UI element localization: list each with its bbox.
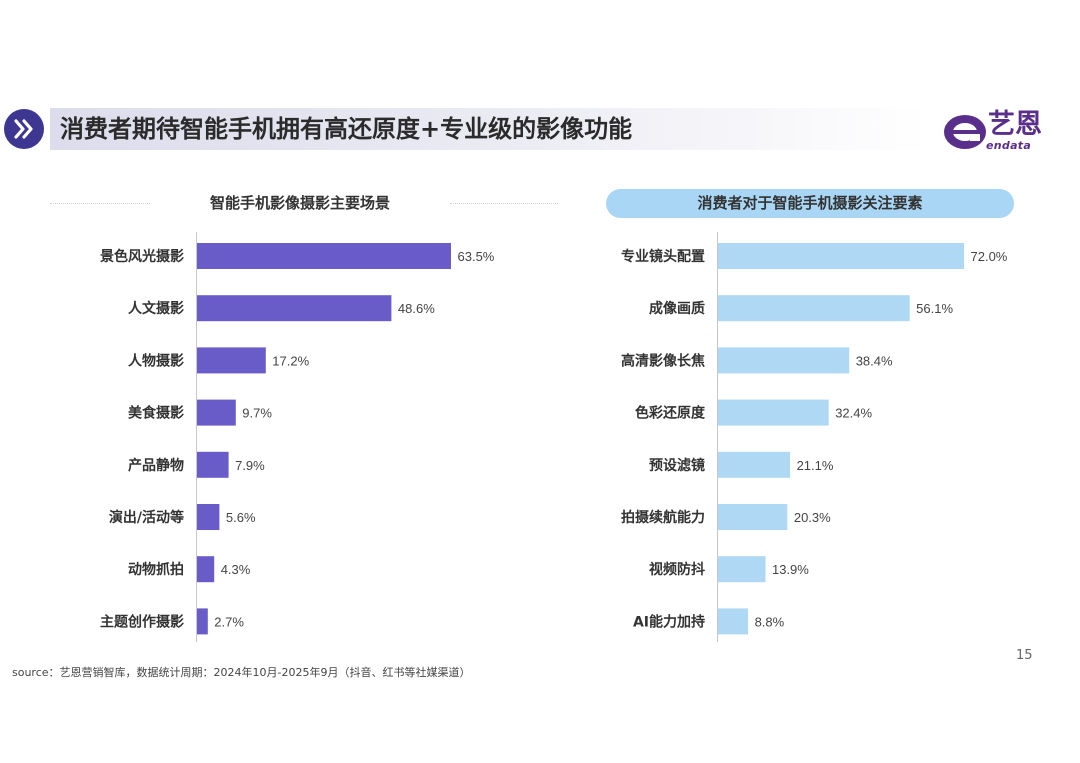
chart-title-left: 智能手机影像摄影主要场景 <box>209 194 390 212</box>
right-bar-7 <box>718 608 749 635</box>
right-value-label-4: 21.1% <box>797 458 834 473</box>
right-bar-5 <box>718 504 788 530</box>
right-bar-2 <box>718 347 850 374</box>
right-category-label-2: 高清影像长焦 <box>621 352 705 369</box>
right-category-label-5: 拍摄续航能力 <box>621 509 705 526</box>
endata-logo-icon <box>944 115 986 149</box>
left-value-label-6: 4.3% <box>221 562 251 577</box>
right-bar-6 <box>718 556 766 583</box>
right-bar-1 <box>718 295 910 322</box>
left-value-label-4: 7.9% <box>235 458 265 473</box>
left-bar-2 <box>197 347 266 374</box>
left-category-label-6: 动物抓拍 <box>128 561 184 578</box>
left-bar-5 <box>197 504 220 530</box>
right-value-label-3: 32.4% <box>835 406 872 421</box>
left-category-label-3: 美食摄影 <box>128 405 184 422</box>
source-note: source：艺恩营销智库，数据统计周期：2024年10月-2025年9月（抖音… <box>12 666 471 679</box>
right-value-label-7: 8.8% <box>755 614 785 629</box>
left-category-label-0: 景色风光摄影 <box>100 248 184 265</box>
left-category-label-1: 人文摄影 <box>128 300 184 317</box>
left-bar-0 <box>197 243 451 269</box>
right-bar-4 <box>718 451 791 478</box>
page-number: 15 <box>1016 648 1033 663</box>
chart-title-right: 消费者对于智能手机摄影关注要素 <box>606 189 1014 218</box>
right-category-label-7: AI能力加持 <box>633 613 705 630</box>
right-value-label-0: 72.0% <box>971 249 1008 264</box>
left-value-label-5: 5.6% <box>226 510 256 525</box>
left-category-label-2: 人物摄影 <box>128 352 184 369</box>
left-value-label-7: 2.7% <box>214 614 244 629</box>
title-bar <box>50 108 930 150</box>
left-bar-7 <box>197 608 208 635</box>
double-chevron-right-icon <box>4 109 44 149</box>
right-category-label-0: 专业镜头配置 <box>621 248 705 265</box>
logo-subtext: endata <box>986 139 1032 152</box>
left-value-label-1: 48.6% <box>398 301 435 316</box>
right-bar-3 <box>718 399 829 426</box>
left-bar-6 <box>197 556 215 583</box>
left-value-label-3: 9.7% <box>242 406 272 421</box>
right-value-label-6: 13.9% <box>772 562 809 577</box>
right-value-label-1: 56.1% <box>916 301 953 316</box>
left-category-label-5: 演出/活动等 <box>109 509 184 526</box>
left-bar-3 <box>197 399 236 426</box>
right-value-label-5: 20.3% <box>794 510 831 525</box>
title-rule-right <box>450 203 558 204</box>
left-bar-1 <box>197 295 392 322</box>
left-value-label-2: 17.2% <box>272 353 309 368</box>
title-rule-left <box>50 203 150 204</box>
left-category-label-7: 主题创作摄影 <box>100 613 184 630</box>
right-value-label-2: 38.4% <box>856 353 893 368</box>
right-category-label-3: 色彩还原度 <box>635 405 706 422</box>
right-bar-0 <box>718 243 964 269</box>
logo-text: 艺恩 <box>988 109 1042 140</box>
left-bar-4 <box>197 451 229 478</box>
right-category-label-4: 预设滤镜 <box>649 457 705 474</box>
right-category-label-6: 视频防抖 <box>649 561 705 578</box>
left-category-label-4: 产品静物 <box>128 457 184 474</box>
left-value-label-0: 63.5% <box>458 249 495 264</box>
page-title: 消费者期待智能手机拥有高还原度+专业级的影像功能 <box>60 115 633 143</box>
right-category-label-1: 成像画质 <box>649 300 705 317</box>
